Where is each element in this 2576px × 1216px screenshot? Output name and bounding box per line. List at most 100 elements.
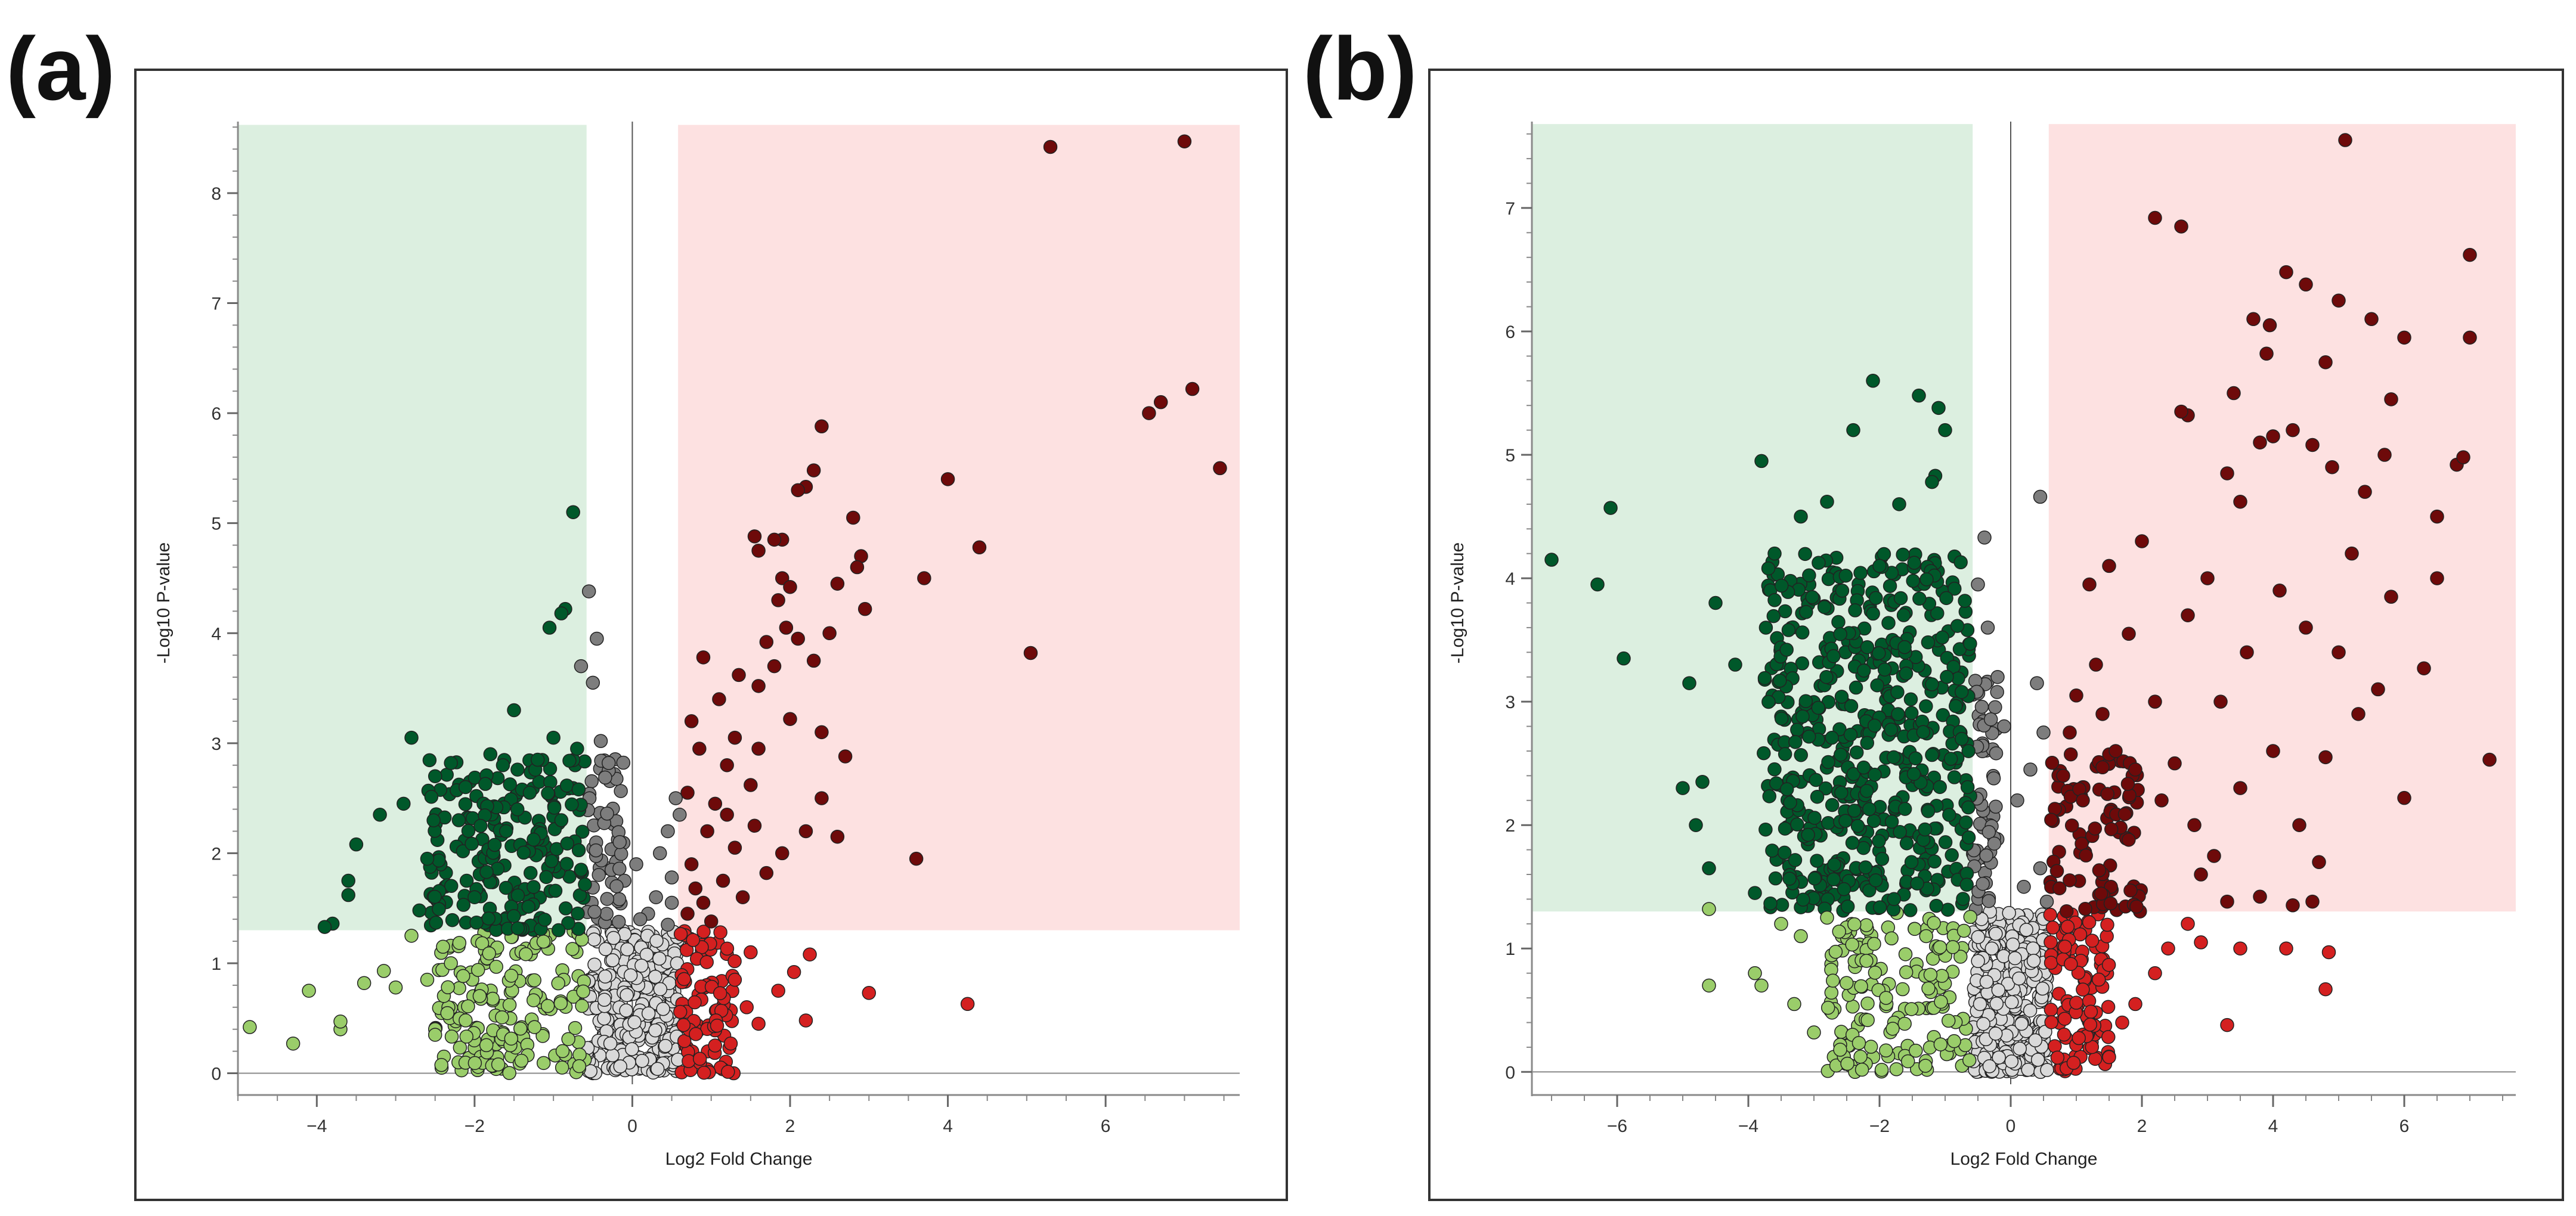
- sig-down-point: [496, 758, 510, 773]
- down-below-point: [434, 1057, 448, 1072]
- down-below-point: [1807, 1025, 1821, 1040]
- sig-down-point: [1940, 669, 1954, 684]
- x-tick-label: 6: [1101, 1116, 1111, 1136]
- sig-down-point: [1896, 608, 1911, 622]
- neutral-below-point: [623, 968, 638, 982]
- sig-up-point: [751, 742, 766, 756]
- sig-up-point: [2154, 793, 2169, 808]
- down-below-point: [1918, 1059, 1933, 1073]
- neutral-above-point: [633, 912, 648, 926]
- neutral-above-point: [1977, 531, 1992, 545]
- down-below-point: [1879, 1043, 1893, 1058]
- sig-down-point: [1833, 627, 1847, 641]
- sig-down-point: [1847, 804, 1862, 818]
- x-tick-label: −6: [1607, 1116, 1627, 1136]
- sig-down-point: [1945, 848, 1959, 863]
- sig-up-point: [720, 758, 734, 773]
- neutral-above-point: [652, 846, 667, 861]
- sig-down-point: [1961, 744, 1976, 758]
- sig-up-point: [2312, 855, 2326, 870]
- neutral-above-point: [574, 659, 589, 674]
- down-below-point: [1897, 1016, 1912, 1031]
- x-tick-label: 4: [2268, 1116, 2278, 1136]
- sig-down-point: [1805, 590, 1819, 604]
- x-tick-label: 4: [943, 1116, 953, 1136]
- neutral-below-point: [2008, 951, 2022, 966]
- neutral-below-point: [625, 1042, 639, 1056]
- sig-up-point: [775, 846, 789, 861]
- neutral-above-point: [1990, 669, 2005, 684]
- sig-down-point: [1875, 852, 1890, 866]
- y-axis-title: -Log10 P-value: [154, 542, 174, 663]
- neutral-above-point: [1997, 719, 2011, 734]
- neutral-below-point: [620, 988, 634, 1003]
- sig-down-point: [1927, 854, 1942, 869]
- sig-down-point: [570, 742, 584, 756]
- down-below-point: [527, 1020, 542, 1034]
- neutral-above-point: [1980, 621, 1995, 635]
- sig-down-point: [1827, 857, 1841, 872]
- down-below-point: [1820, 910, 1834, 925]
- neutral-above-point: [612, 861, 627, 876]
- down-below-point: [1899, 965, 1914, 979]
- down-below-point: [1863, 1040, 1878, 1054]
- sig-up-point: [2095, 760, 2110, 775]
- down-below-point: [420, 972, 435, 987]
- up-below-point: [679, 943, 694, 957]
- sig-down-point: [1910, 876, 1924, 891]
- sig-down-point: [1938, 423, 1952, 438]
- sig-up-point: [2253, 435, 2267, 450]
- down-below-point: [1962, 1053, 1977, 1068]
- neutral-below-point: [1976, 1017, 1990, 1031]
- sig-up-point: [2305, 438, 2320, 452]
- sig-up-point: [2246, 312, 2261, 327]
- neutral-below-point: [648, 969, 662, 984]
- sig-up-point: [2430, 509, 2444, 524]
- sig-down-point: [1897, 640, 1912, 654]
- down-below-point: [535, 1029, 550, 1043]
- up-below-point: [2101, 1000, 2116, 1015]
- sig-down-point: [499, 880, 513, 895]
- neutral-below-point: [1991, 983, 2006, 997]
- sig-down-point: [1773, 674, 1787, 688]
- sig-down-point: [1795, 656, 1810, 671]
- sig-down-point: [439, 767, 454, 782]
- sig-down-point: [510, 802, 525, 817]
- sig-down-point: [1778, 821, 1792, 836]
- neutral-below-point: [2021, 1062, 2035, 1077]
- x-tick-label: −4: [1738, 1116, 1758, 1136]
- sig-down-point: [1866, 374, 1880, 388]
- sig-down-point: [1949, 699, 1963, 714]
- up-below-point: [2044, 1003, 2058, 1017]
- neutral-below-point: [2035, 981, 2050, 996]
- up-below-point: [2100, 917, 2114, 932]
- up-below-point: [803, 947, 817, 961]
- sig-down-point: [1748, 886, 1762, 900]
- down-below-point: [561, 1032, 575, 1046]
- sig-up-point: [696, 650, 711, 665]
- sig-up-point: [830, 576, 845, 591]
- sig-down-point: [1794, 509, 1808, 524]
- sig-down-point: [562, 753, 577, 768]
- neutral-above-point: [2036, 725, 2051, 740]
- sig-down-point: [478, 777, 493, 791]
- down-below-point: [491, 1057, 506, 1072]
- sig-down-point: [1767, 546, 1782, 561]
- sig-up-point: [2174, 404, 2188, 419]
- sig-up-point: [857, 601, 872, 616]
- sig-up-point: [2088, 821, 2103, 836]
- neutral-below-point: [1984, 941, 1999, 956]
- sig-up-point: [2120, 777, 2135, 791]
- down-below-point: [1923, 967, 1938, 982]
- up-below-point: [2050, 1050, 2065, 1065]
- neutral-below-point: [2026, 954, 2041, 968]
- sig-down-point: [1906, 767, 1921, 781]
- down-below-point: [1947, 1034, 1961, 1049]
- up-below-point: [696, 925, 711, 939]
- sig-down-point: [1757, 671, 1772, 685]
- y-tick-label: 8: [211, 184, 221, 204]
- sig-down-point: [1963, 637, 1977, 651]
- sig-down-point: [566, 505, 580, 519]
- up-below-point: [739, 1000, 754, 1015]
- up-below-point: [721, 1065, 735, 1079]
